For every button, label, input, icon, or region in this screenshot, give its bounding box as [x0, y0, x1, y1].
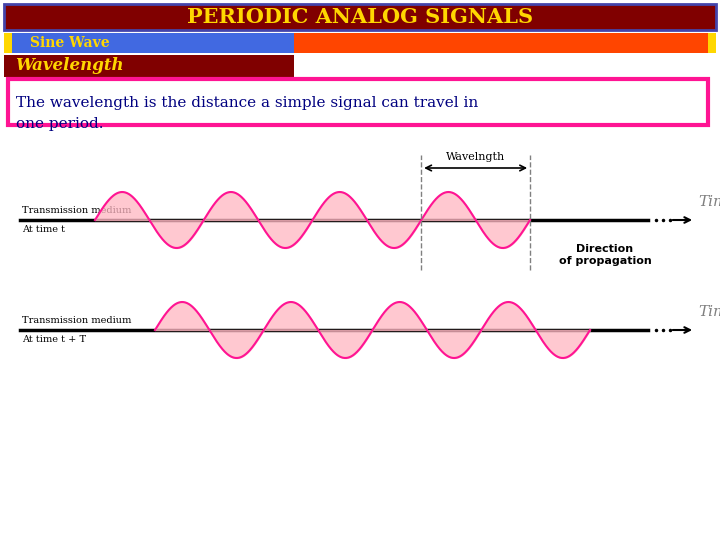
Bar	[4, 33, 294, 53]
Text: Wavelngth: Wavelngth	[446, 152, 505, 162]
Text: At time t: At time t	[22, 225, 65, 234]
Bar	[4, 33, 716, 53]
Text: The wavelength is the distance a simple signal can travel in
one period.: The wavelength is the distance a simple …	[16, 96, 478, 131]
Bar	[4, 33, 12, 53]
Bar	[708, 33, 716, 53]
Text: Transmission medium: Transmission medium	[22, 316, 131, 325]
Bar	[4, 55, 294, 77]
Text: At time t + T: At time t + T	[22, 335, 86, 344]
Text: PERIODIC ANALOG SIGNALS: PERIODIC ANALOG SIGNALS	[187, 7, 533, 27]
Text: Transmission medium: Transmission medium	[22, 206, 131, 215]
Text: Direction
of propagation: Direction of propagation	[559, 244, 652, 266]
Text: Time: Time	[698, 195, 720, 209]
Bar	[4, 4, 716, 30]
Text: Time: Time	[698, 305, 720, 319]
Bar	[8, 79, 708, 125]
Text: Wavelength: Wavelength	[15, 57, 124, 75]
Text: Sine Wave: Sine Wave	[30, 36, 109, 50]
